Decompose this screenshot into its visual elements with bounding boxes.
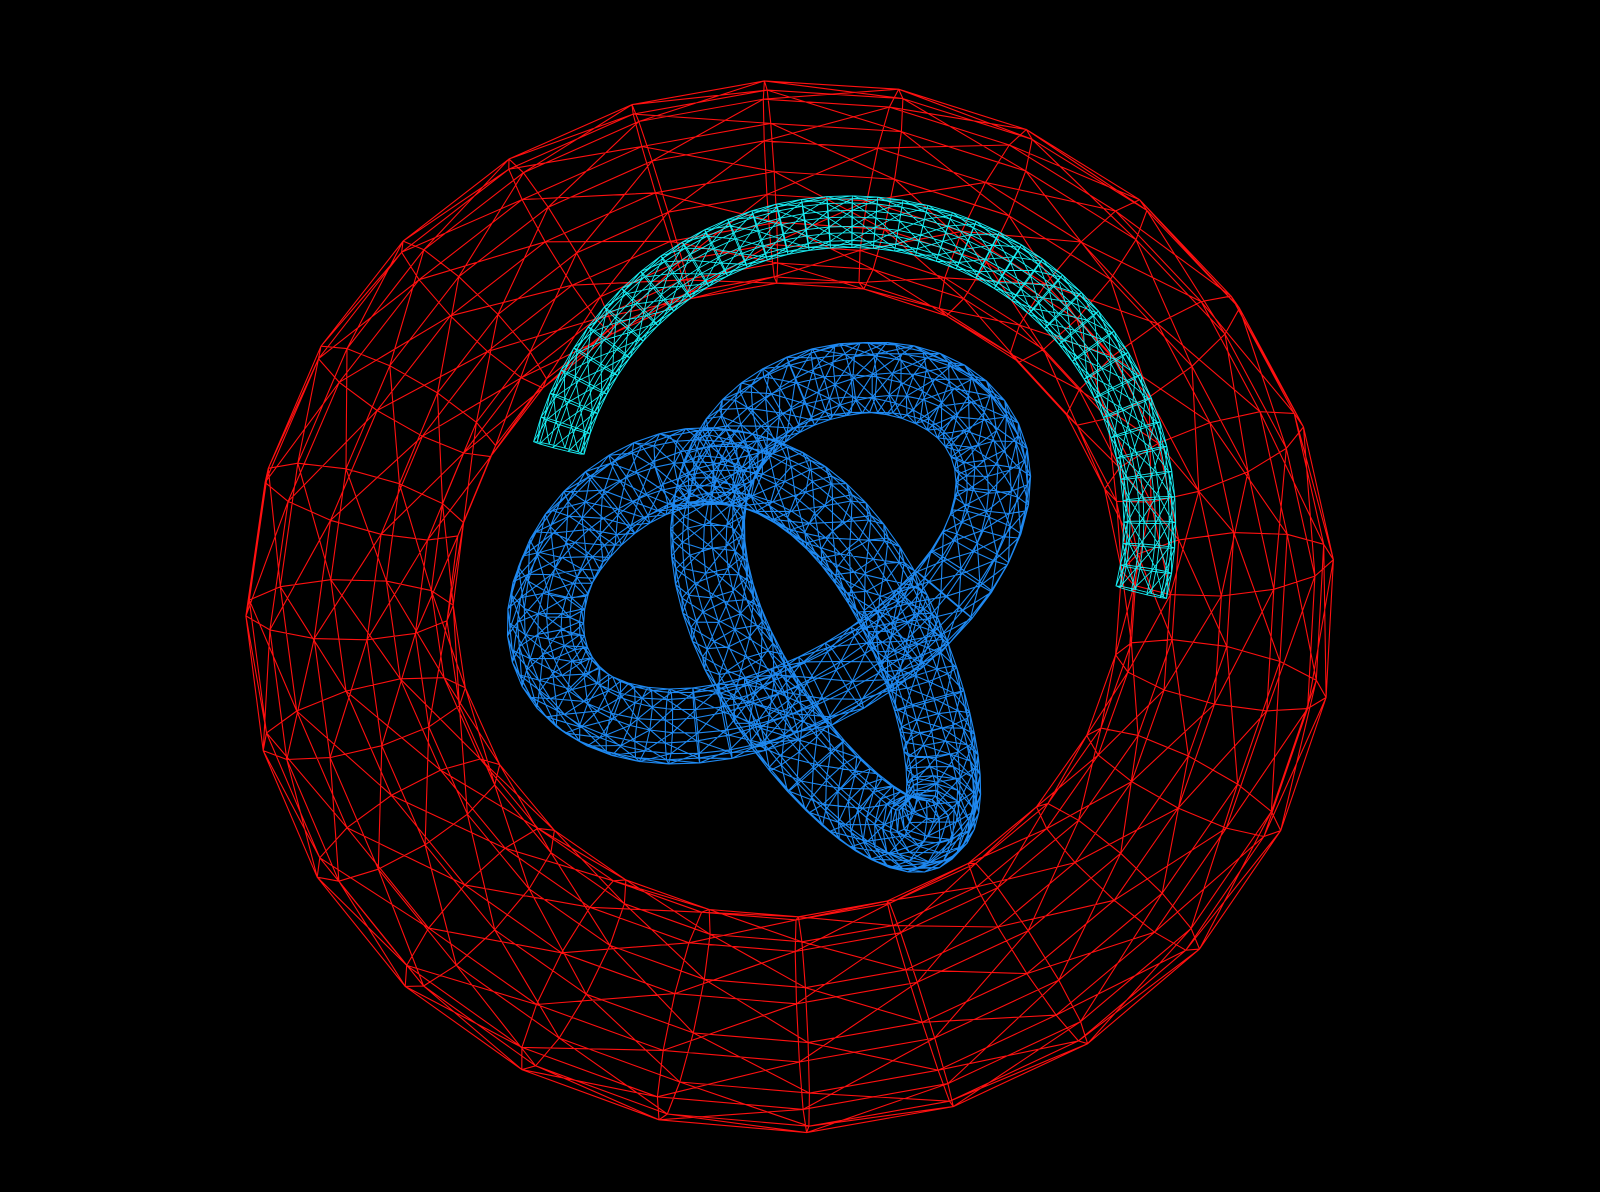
trefoil-knot-wireframe xyxy=(506,341,1032,873)
outer-torus-wireframe xyxy=(245,80,1334,1134)
trefoil-knot-mesh xyxy=(506,341,1032,873)
outer-torus-mesh xyxy=(245,80,1334,1134)
arc-tube-mesh xyxy=(533,195,1177,599)
arc-tube-wireframe xyxy=(533,195,1177,599)
